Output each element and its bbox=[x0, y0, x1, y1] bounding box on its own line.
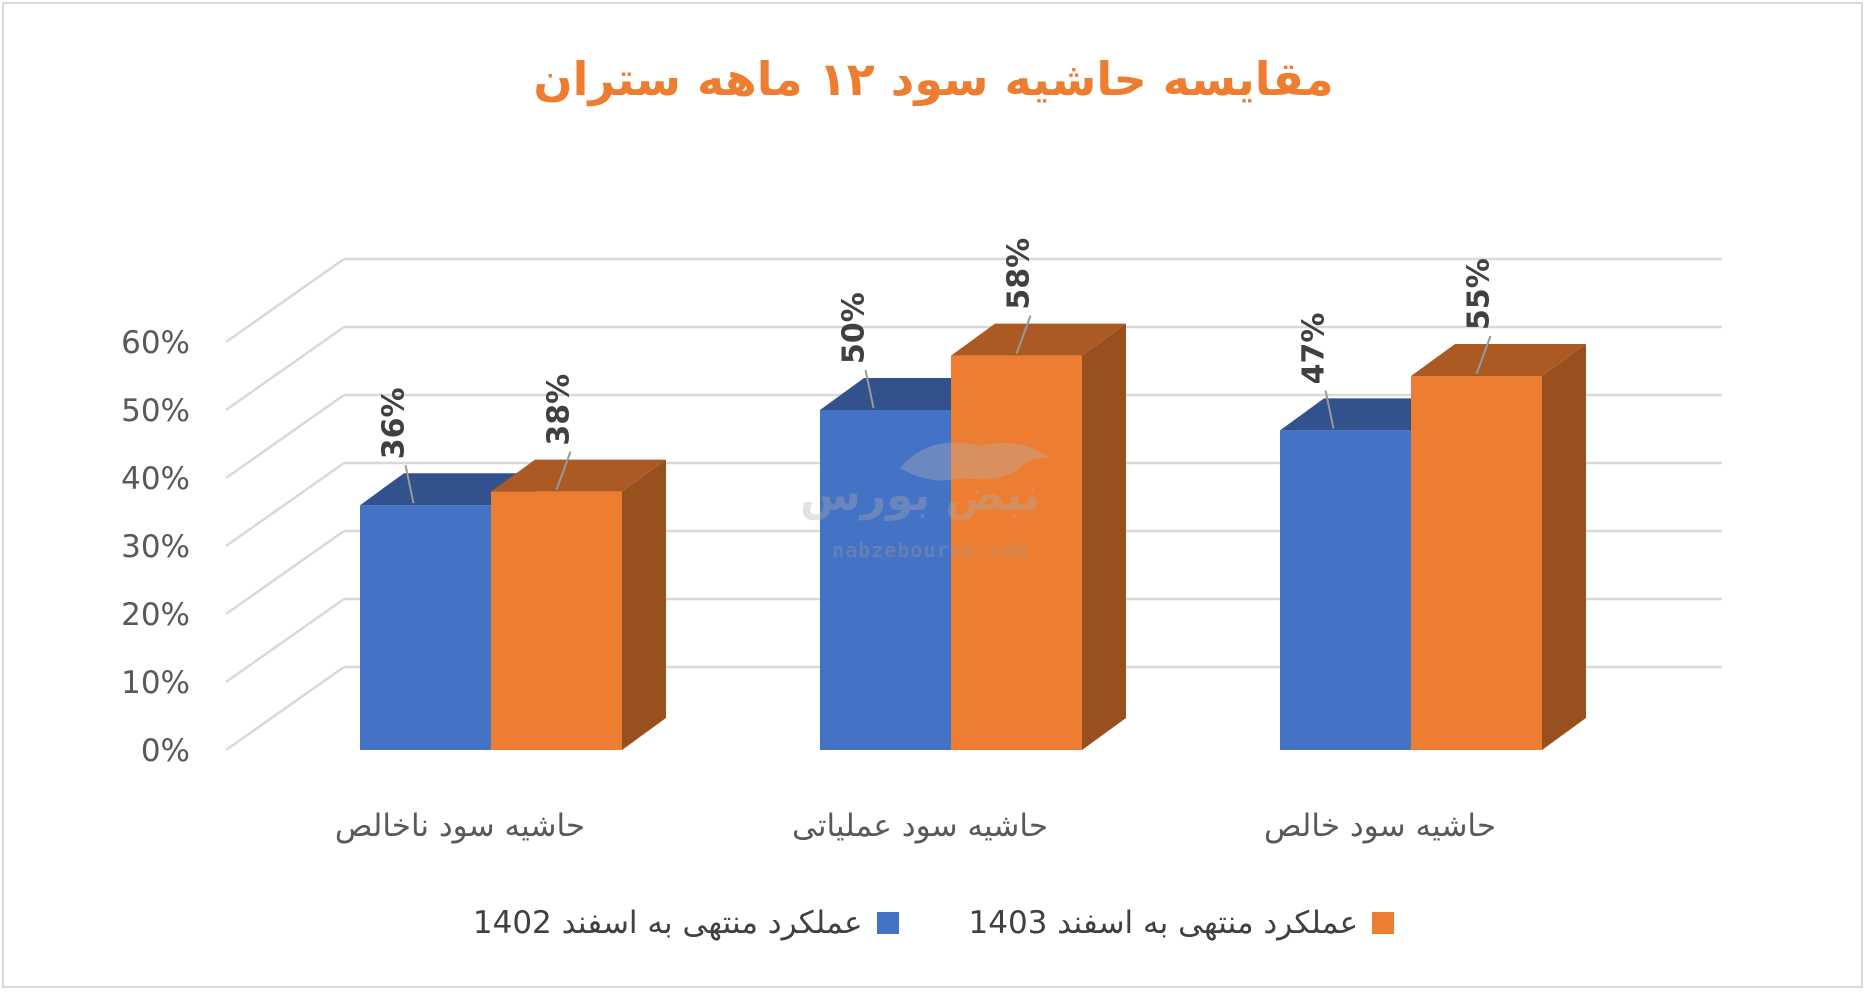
bar bbox=[1411, 376, 1542, 750]
legend-item-1403: عملکرد منتهی به اسفند 1403 bbox=[969, 903, 1395, 943]
data-label-leader bbox=[864, 369, 875, 409]
bar bbox=[1280, 430, 1411, 750]
data-label: 55% bbox=[1462, 258, 1497, 330]
legend-label-1402: عملکرد منتهی به اسفند 1402 bbox=[472, 905, 863, 941]
legend-swatch-1403 bbox=[1372, 912, 1395, 934]
gridline-diagonal bbox=[225, 257, 345, 344]
bar-side bbox=[1082, 323, 1126, 750]
chart-legend: عملکرد منتهی به اسفند 1403 عملکرد منتهی … bbox=[0, 903, 1867, 943]
data-label: 47% bbox=[1297, 313, 1332, 385]
data-label: 36% bbox=[377, 387, 412, 459]
data-label-leader bbox=[1324, 390, 1335, 429]
bar bbox=[820, 410, 951, 750]
y-tick-label: 0% bbox=[141, 733, 190, 769]
x-category-label: حاشیه سود خالص bbox=[1264, 808, 1496, 844]
bar bbox=[491, 491, 622, 750]
gridline-diagonal bbox=[225, 393, 345, 480]
gridline-diagonal bbox=[225, 597, 345, 684]
gridline-diagonal bbox=[225, 461, 345, 548]
y-tick-label: 50% bbox=[121, 393, 190, 429]
gridline-diagonal bbox=[225, 665, 345, 752]
bar bbox=[360, 505, 491, 750]
bar-side bbox=[622, 459, 666, 750]
chart-title: مقایسه حاشیه سود ۱۲ ماهه ستران bbox=[533, 52, 1334, 106]
legend-label-1403: عملکرد منتهی به اسفند 1403 bbox=[968, 905, 1359, 941]
y-tick-label: 30% bbox=[121, 529, 190, 565]
bar bbox=[951, 355, 1082, 750]
data-label: 38% bbox=[542, 374, 577, 446]
gridline-diagonal bbox=[225, 529, 345, 616]
data-label-leader bbox=[404, 464, 415, 504]
y-tick-label: 10% bbox=[121, 665, 190, 701]
data-label-leader bbox=[1475, 335, 1492, 375]
data-label: 50% bbox=[837, 292, 872, 364]
y-tick-label: 20% bbox=[121, 597, 190, 633]
x-category-label: حاشیه سود ناخالص bbox=[335, 808, 585, 844]
bar-side bbox=[1542, 344, 1586, 750]
data-label-leader bbox=[1015, 315, 1032, 354]
legend-item-1402: عملکرد منتهی به اسفند 1402 bbox=[473, 903, 899, 943]
legend-swatch-1402 bbox=[876, 912, 899, 934]
y-tick-label: 60% bbox=[121, 325, 190, 361]
data-label: 58% bbox=[1002, 238, 1037, 310]
bar-top bbox=[1411, 344, 1586, 376]
bar-top bbox=[491, 459, 666, 492]
y-tick-label: 40% bbox=[121, 461, 190, 497]
gridline-diagonal bbox=[225, 325, 345, 412]
x-category-label: حاشیه سود عملیاتی bbox=[792, 808, 1048, 844]
bar-top bbox=[951, 323, 1126, 356]
data-label-leader bbox=[555, 451, 572, 490]
